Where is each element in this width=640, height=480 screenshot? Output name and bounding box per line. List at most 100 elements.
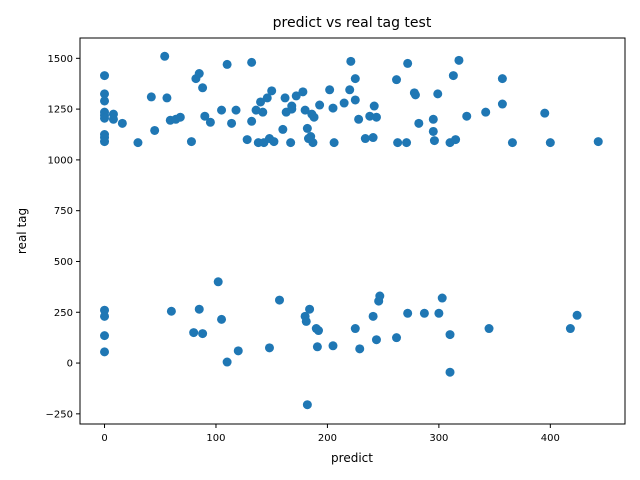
- data-point: [100, 89, 110, 99]
- data-point: [392, 75, 402, 85]
- data-point: [217, 314, 227, 324]
- data-point: [175, 112, 185, 122]
- data-point: [222, 357, 232, 367]
- data-point: [194, 304, 204, 314]
- data-point: [360, 134, 370, 144]
- data-point: [205, 117, 215, 127]
- data-point: [593, 137, 603, 147]
- x-tick-label: 300: [429, 433, 448, 444]
- data-point: [100, 137, 110, 147]
- data-point: [198, 83, 208, 93]
- data-point: [100, 71, 110, 81]
- x-tick-label: 100: [206, 433, 225, 444]
- data-point: [264, 343, 274, 353]
- data-point: [369, 101, 379, 111]
- data-point: [481, 107, 491, 117]
- data-point: [448, 71, 458, 81]
- data-point: [217, 105, 227, 115]
- data-point: [100, 347, 110, 357]
- data-point: [100, 113, 110, 123]
- data-point: [328, 341, 338, 351]
- data-point: [392, 333, 402, 343]
- y-tick-label: 1500: [48, 54, 73, 65]
- data-point: [545, 138, 555, 148]
- data-point: [247, 57, 257, 67]
- x-axis-label: predict: [331, 451, 373, 465]
- data-point: [371, 112, 381, 122]
- data-point: [160, 51, 170, 61]
- data-point: [269, 137, 279, 147]
- data-point: [312, 342, 322, 352]
- data-point: [242, 135, 252, 145]
- data-point: [565, 324, 575, 334]
- data-point: [309, 112, 319, 122]
- data-point: [325, 85, 335, 95]
- data-point: [428, 126, 438, 136]
- y-tick-label: 1000: [48, 155, 73, 166]
- data-point: [434, 308, 444, 318]
- data-point: [572, 310, 582, 320]
- data-point: [247, 116, 257, 126]
- ticks-layer: 0 100 200 300 400 −250 0 250 500 750 1000 1250 1500: [46, 54, 560, 444]
- data-point: [267, 86, 277, 96]
- y-tick-label: 0: [67, 359, 73, 370]
- data-point: [350, 74, 360, 84]
- x-tick-label: 200: [318, 433, 337, 444]
- data-point: [403, 58, 413, 68]
- data-point: [302, 400, 312, 410]
- x-tick-label: 0: [101, 433, 107, 444]
- points-layer: [100, 51, 603, 410]
- data-point: [403, 308, 413, 318]
- data-point: [445, 330, 455, 340]
- data-point: [339, 98, 349, 108]
- data-point: [350, 95, 360, 105]
- data-point: [305, 304, 315, 314]
- data-point: [166, 306, 176, 316]
- data-point: [497, 99, 507, 109]
- y-tick-label: 250: [54, 308, 73, 319]
- data-point: [275, 295, 284, 305]
- data-point: [100, 311, 110, 321]
- data-point: [287, 101, 297, 111]
- data-point: [194, 69, 204, 79]
- y-tick-label: −250: [46, 409, 73, 420]
- data-point: [298, 87, 308, 97]
- data-point: [328, 103, 338, 113]
- data-point: [428, 114, 438, 124]
- data-point: [227, 118, 237, 128]
- data-point: [368, 311, 378, 321]
- plot-frame: [79, 37, 626, 425]
- data-point: [419, 308, 429, 318]
- y-axis-label: real tag: [15, 208, 29, 254]
- data-point: [393, 138, 403, 148]
- data-point: [162, 93, 172, 103]
- data-point: [451, 135, 461, 145]
- data-point: [198, 329, 208, 339]
- data-point: [345, 85, 355, 95]
- data-point: [314, 326, 324, 336]
- data-point: [280, 93, 290, 103]
- y-tick-label: 500: [54, 257, 73, 268]
- data-point: [329, 138, 339, 148]
- data-point: [484, 324, 494, 334]
- data-point: [146, 92, 156, 102]
- data-point: [222, 59, 232, 69]
- data-point: [346, 56, 356, 66]
- data-point: [497, 74, 507, 84]
- data-point: [437, 293, 447, 303]
- y-tick-label: 750: [54, 206, 73, 217]
- data-point: [355, 344, 365, 354]
- data-point: [315, 100, 325, 110]
- data-point: [301, 316, 311, 326]
- data-point: [108, 114, 118, 124]
- data-point: [371, 335, 381, 345]
- data-point: [540, 108, 550, 118]
- data-point: [262, 93, 272, 103]
- data-point: [507, 138, 517, 148]
- data-point: [117, 118, 127, 128]
- data-point: [462, 111, 472, 121]
- data-point: [189, 328, 199, 338]
- data-point: [291, 91, 301, 101]
- y-tick-label: 1250: [48, 105, 73, 116]
